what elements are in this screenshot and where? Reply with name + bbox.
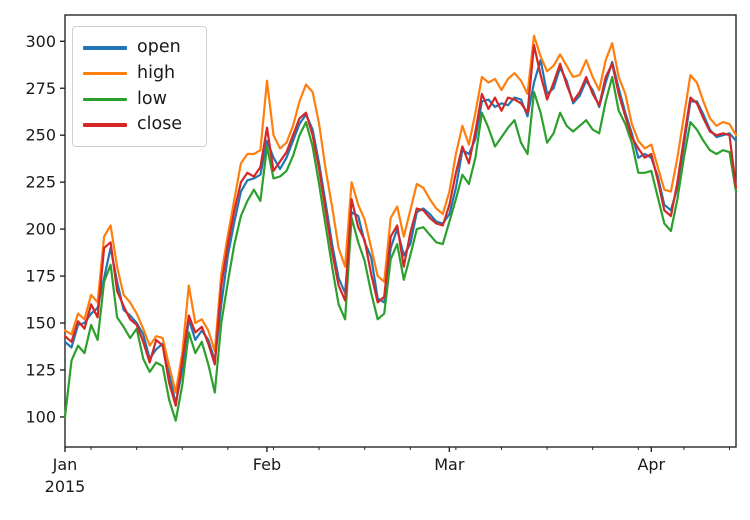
y-tick-label: 300 [25,32,56,51]
x-tick-label: Jan [52,455,78,474]
legend-line-swatch-open [83,46,127,50]
x-tick-label: Feb [253,455,281,474]
series-line-low [63,75,738,422]
legend-label: high [137,62,176,83]
legend-line-swatch-close [83,123,127,127]
plot-border [64,14,737,448]
legend-item-close: close [83,112,192,138]
legend-item-high: high [83,61,192,87]
legend-item-open: open [83,35,192,61]
y-tick-label: 275 [25,79,56,98]
y-tick-label: 200 [25,220,56,239]
x-tick-label: Apr [637,455,665,474]
series-line-close [63,43,738,407]
series-line-high [63,34,738,394]
y-tick-label: 250 [25,126,56,145]
y-tick-label: 125 [25,360,56,379]
legend-label: close [137,114,183,135]
y-tick-label: 150 [25,314,56,333]
legend: open high low close [72,26,207,147]
x-tick-label: Mar [434,455,465,474]
legend-line-swatch-low [83,97,127,102]
y-tick-label: 100 [25,407,56,426]
legend-label: low [137,88,167,109]
legend-label: open [137,37,181,58]
x-axis-year-label: 2015 [45,477,86,496]
y-tick-label: 225 [25,173,56,192]
legend-line-swatch-high [83,71,127,76]
y-tick-label: 175 [25,267,56,286]
legend-item-low: low [83,87,192,113]
